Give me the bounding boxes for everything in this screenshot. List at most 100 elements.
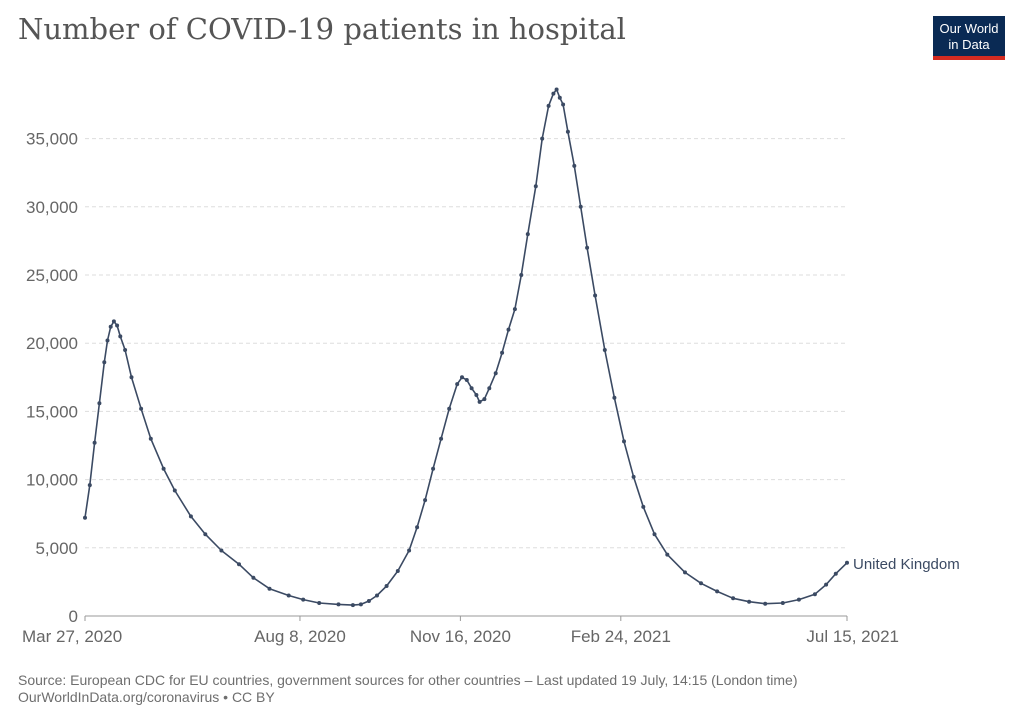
- y-axis: 0 5,000 10,000 15,000 20,000 25,000 30,000 35,0…: [26, 130, 78, 626]
- data-point: [123, 348, 128, 352]
- y-tick-label: 30,000: [26, 198, 78, 217]
- data-point: [533, 184, 538, 189]
- x-axis: Mar 27, 2020 Aug 8, 2020 Nov 16, 2020 Feb 2…: [22, 616, 899, 646]
- data-point: [469, 386, 474, 391]
- data-point: [336, 602, 341, 607]
- data-point: [487, 386, 492, 391]
- data-point: [237, 562, 241, 567]
- logo-line-2: in Data: [948, 37, 990, 52]
- data-point: [833, 571, 838, 576]
- data-point: [747, 599, 752, 604]
- y-tick-label: 25,000: [26, 266, 78, 285]
- data-point: [622, 439, 626, 444]
- data-point: [286, 593, 291, 598]
- x-tick-label: Mar 27, 2020: [22, 627, 122, 646]
- data-point: [455, 382, 460, 387]
- data-point: [561, 102, 566, 107]
- data-point: [395, 569, 400, 573]
- data-point: [431, 466, 436, 471]
- data-point: [161, 466, 166, 471]
- data-point: [188, 514, 193, 519]
- data-point: [824, 582, 829, 587]
- data-point: [111, 319, 116, 324]
- y-tick-label: 10,000: [26, 471, 78, 490]
- data-point: [92, 440, 97, 445]
- y-tick-label: 35,000: [26, 130, 78, 149]
- y-tick-label: 0: [69, 607, 78, 626]
- data-point: [780, 601, 785, 605]
- data-point: [699, 581, 703, 586]
- owid-logo[interactable]: Our World in Data: [933, 16, 1005, 60]
- data-point: [763, 601, 768, 606]
- source-note: Source: European CDC for EU countries, g…: [18, 672, 798, 688]
- data-point: [683, 570, 687, 575]
- data-point: [493, 371, 498, 376]
- y-tick-label: 15,000: [26, 402, 78, 421]
- x-tick-label: Aug 8, 2020: [254, 627, 346, 646]
- x-tick-label: Jul 15, 2021: [806, 627, 899, 646]
- data-point: [139, 406, 144, 411]
- x-tick-label: Feb 24, 2021: [571, 627, 671, 646]
- x-tick-label: Nov 16, 2020: [410, 627, 511, 646]
- data-point: [219, 548, 224, 553]
- data-point: [565, 129, 570, 134]
- data-point: [612, 395, 617, 400]
- series-label: United Kingdom: [853, 556, 960, 573]
- series-layer: United Kingdom: [83, 87, 960, 608]
- data-point: [358, 602, 363, 607]
- data-point: [641, 504, 646, 509]
- y-tick-label: 5,000: [35, 539, 78, 558]
- data-point: [350, 603, 355, 608]
- data-point: [540, 136, 545, 141]
- data-point: [384, 584, 389, 588]
- logo-line-1: Our World: [939, 21, 999, 36]
- data-point: [317, 601, 322, 605]
- data-point: [203, 532, 208, 537]
- data-point: [87, 483, 92, 488]
- data-point: [593, 293, 598, 298]
- data-point: [375, 593, 379, 598]
- data-point: [482, 397, 487, 402]
- data-point: [148, 436, 153, 441]
- series-line: [84, 88, 848, 606]
- data-point: [578, 204, 583, 209]
- data-point: [366, 599, 371, 603]
- gridlines: [85, 138, 847, 617]
- credit-note[interactable]: OurWorldInData.org/coronavirus • CC BY: [18, 689, 275, 705]
- data-point: [500, 350, 505, 355]
- data-point: [845, 560, 849, 565]
- data-point: [97, 401, 102, 406]
- footer: Source: European CDC for EU countries, g…: [18, 672, 798, 706]
- data-point: [407, 548, 412, 553]
- data-point: [474, 393, 479, 397]
- data-point: [572, 163, 577, 168]
- data-point: [546, 103, 551, 108]
- data-point: [557, 95, 562, 100]
- data-point: [512, 307, 517, 312]
- chart-title: Number of COVID-19 patients in hospital: [18, 12, 626, 46]
- data-point: [477, 399, 482, 404]
- data-point: [554, 87, 559, 92]
- data-point: [423, 498, 428, 503]
- data-point: [415, 525, 420, 530]
- data-point: [652, 532, 657, 537]
- data-point: [118, 334, 123, 339]
- data-point: [251, 575, 256, 580]
- data-point: [460, 375, 464, 380]
- data-point: [83, 515, 87, 520]
- data-point: [102, 360, 107, 365]
- data-point: [172, 488, 177, 493]
- data-point: [506, 327, 511, 332]
- data-point: [731, 596, 736, 601]
- data-point: [665, 552, 670, 557]
- data-point: [447, 406, 452, 411]
- data-point: [267, 586, 272, 591]
- data-point: [525, 232, 530, 237]
- data-point: [105, 338, 110, 343]
- data-point: [715, 589, 720, 594]
- data-point: [115, 323, 120, 328]
- data-point: [585, 245, 590, 250]
- data-point: [602, 348, 607, 352]
- data-point: [551, 91, 556, 96]
